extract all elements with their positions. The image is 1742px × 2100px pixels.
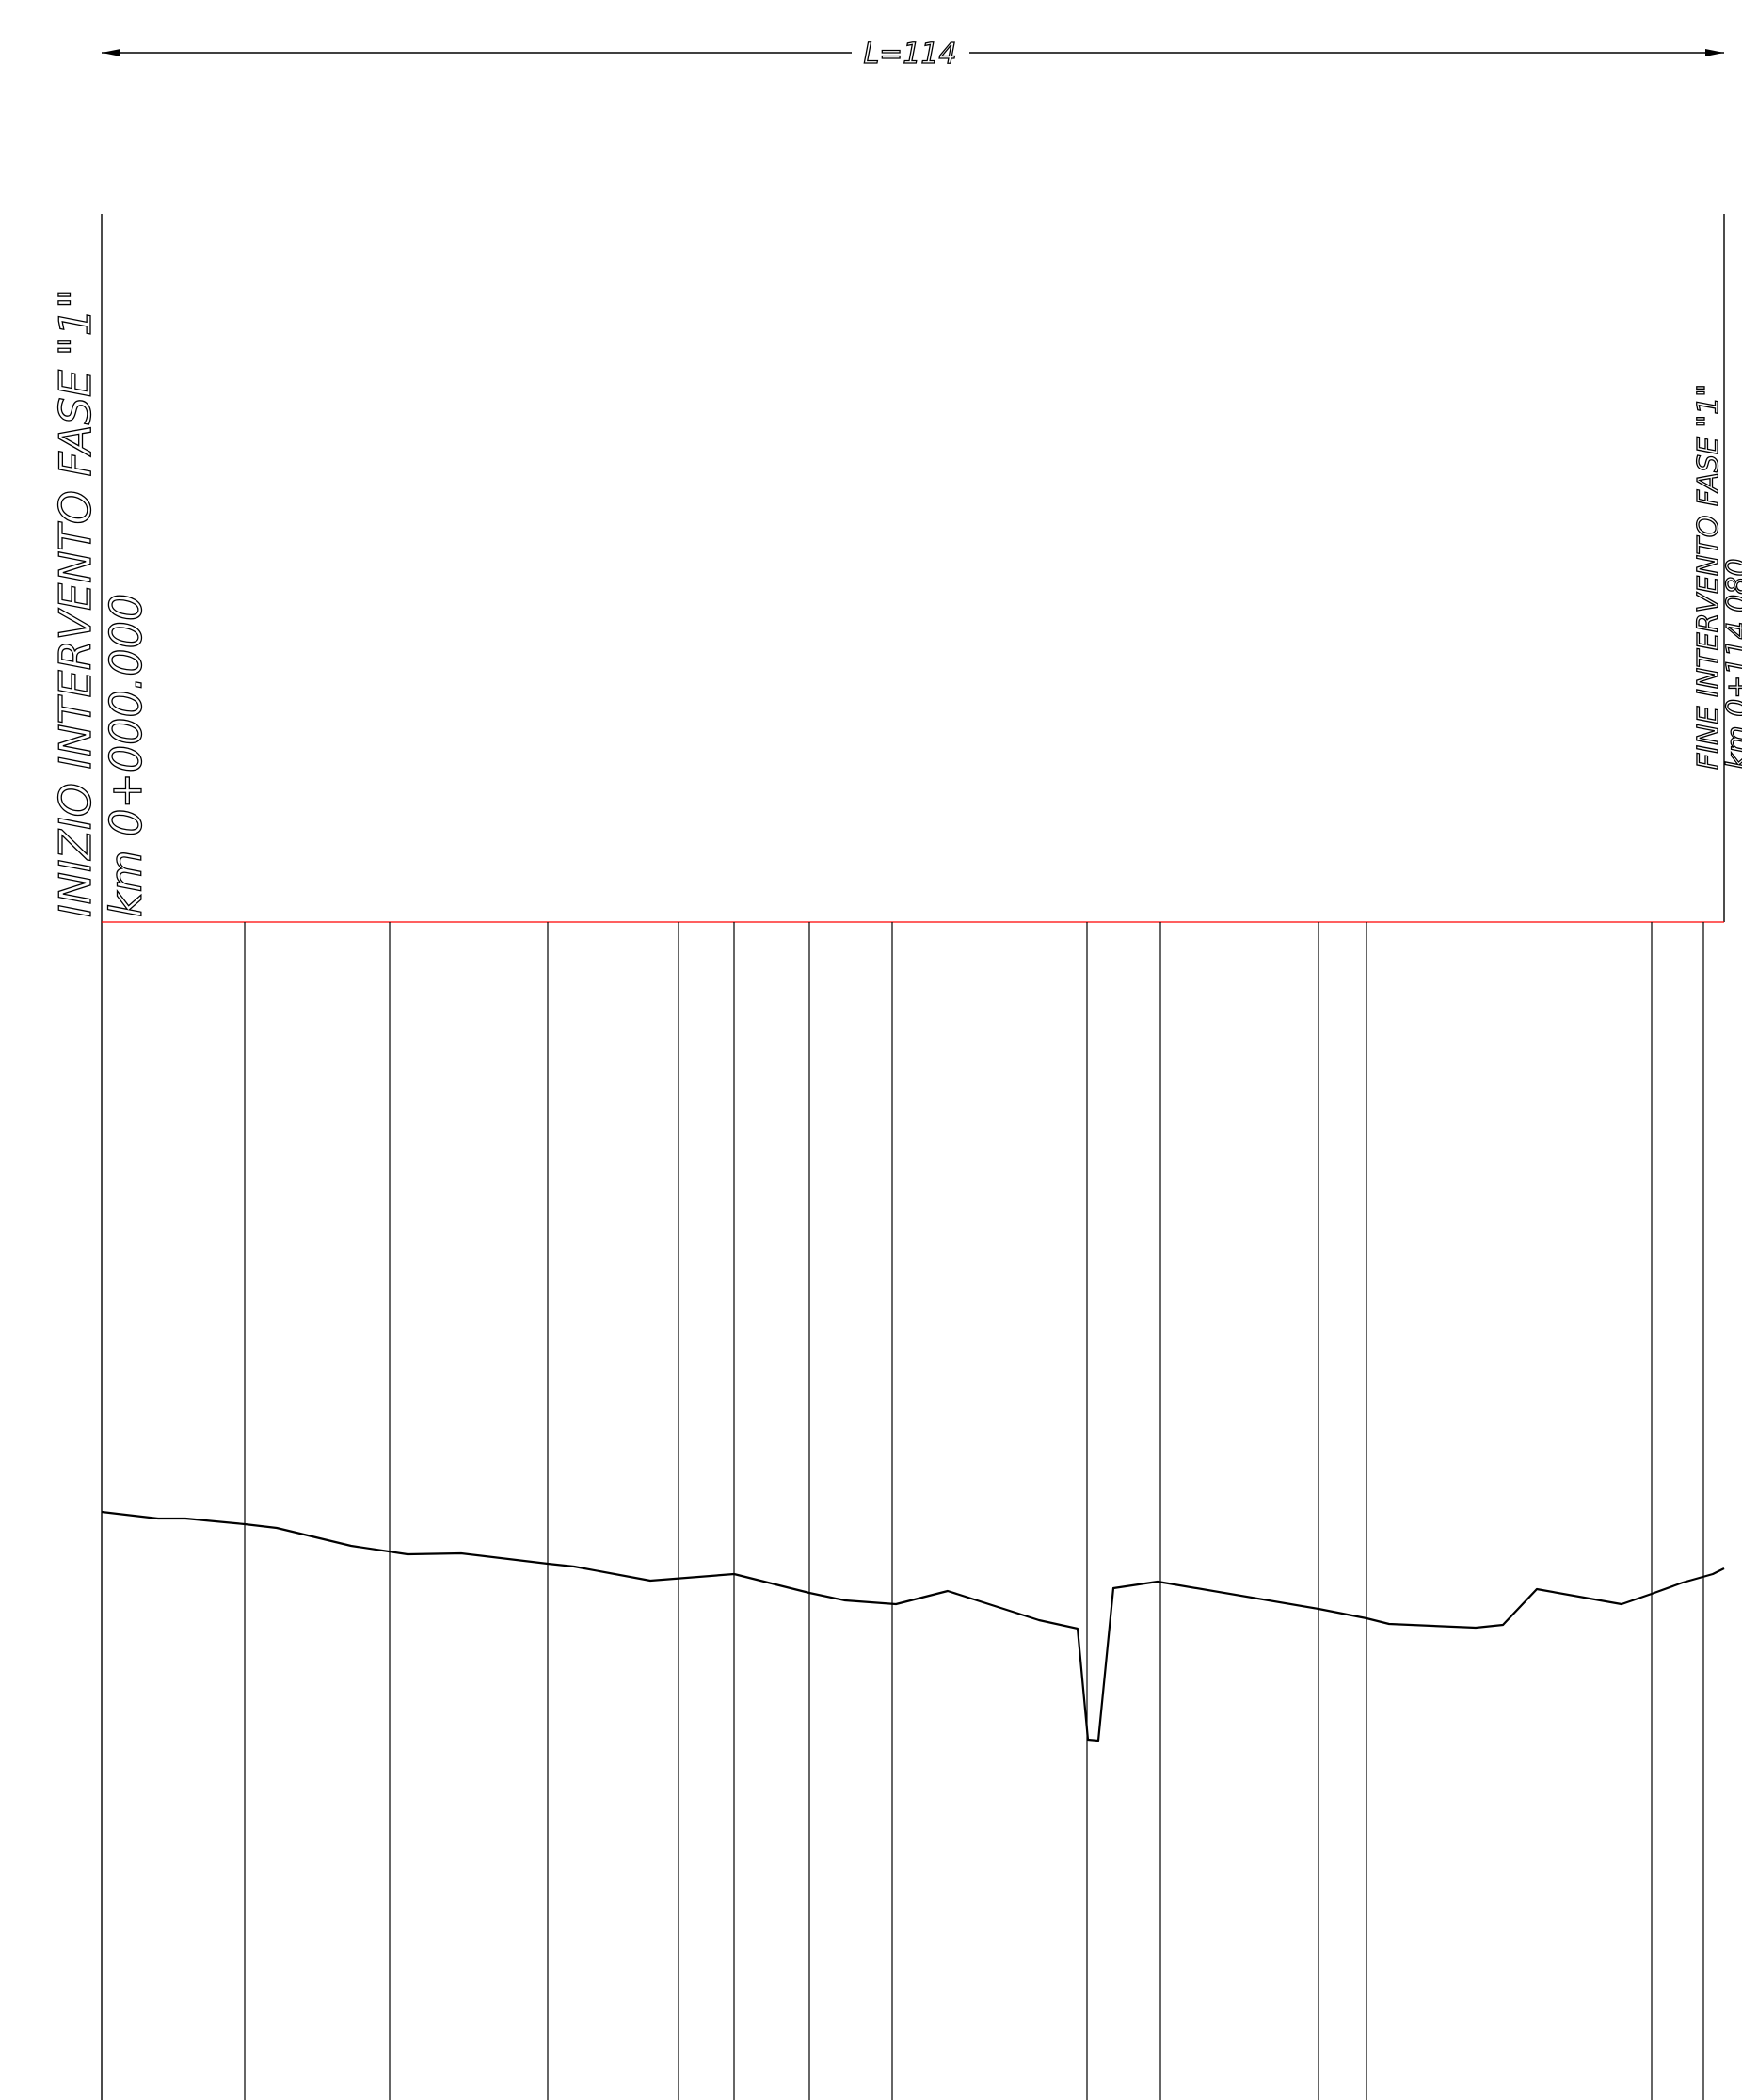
- dimension-arrow-right: [1705, 49, 1724, 56]
- end-marker-label: FINE INTERVENTO FASE "1" km 0+114.080: [1691, 383, 1742, 770]
- dimension-label: L=114: [863, 38, 956, 71]
- start-marker-station: km 0+000.000: [101, 594, 152, 917]
- start-marker-label: INIZIO INTERVENTO FASE "1" km 0+000.000: [49, 288, 152, 917]
- start-marker-title: INIZIO INTERVENTO FASE "1": [50, 289, 101, 917]
- ground-profile-line: [101, 1510, 1725, 1742]
- end-marker-title: FINE INTERVENTO FASE "1": [1692, 384, 1725, 770]
- dimension-arrow-left: [102, 49, 120, 56]
- end-marker-station: km 0+114.080: [1721, 559, 1742, 770]
- dimension-line: L=114: [102, 37, 1724, 72]
- section-lines: [244, 922, 1704, 2100]
